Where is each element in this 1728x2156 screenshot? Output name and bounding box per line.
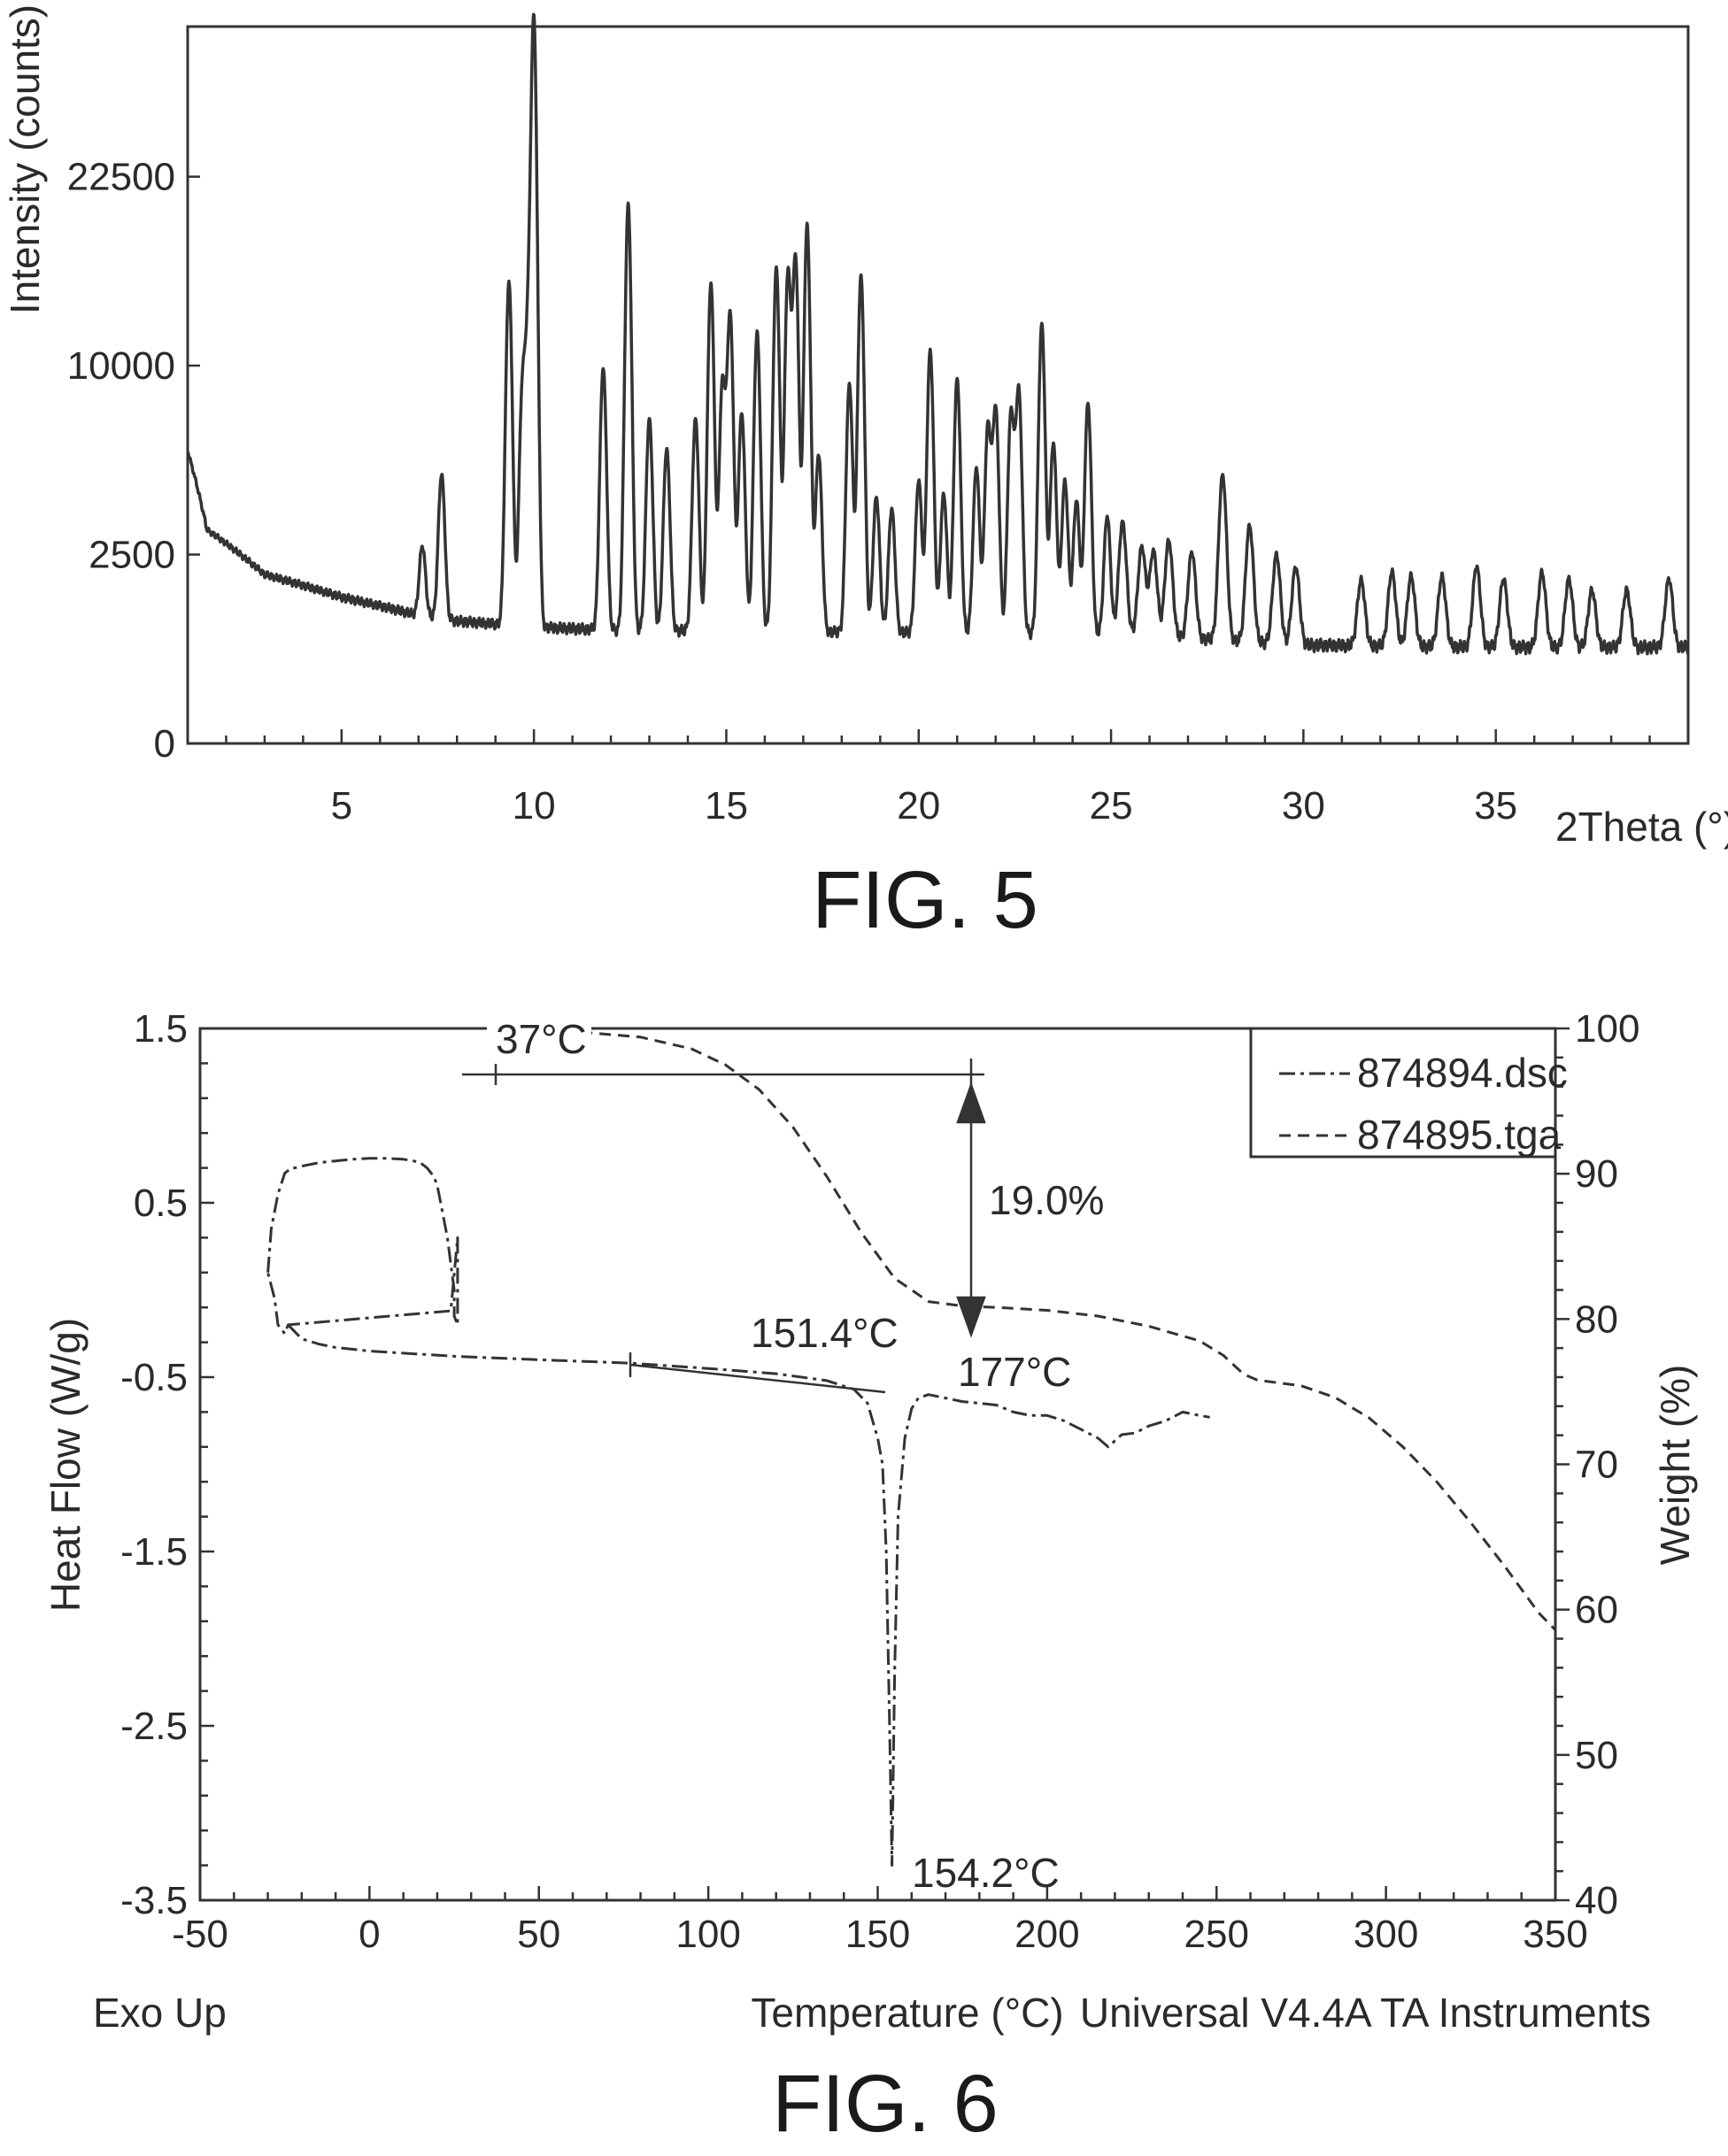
fig6-left-y-ticks: -3.5 -2.5 -1.5 -0.5 0.5 1.5 — [120, 1007, 214, 1922]
fig5-x-tick-label: 15 — [705, 784, 748, 828]
fig5-y-tick-label: 2500 — [89, 534, 175, 577]
fig6-chart: -50 0 50 100 150 200 250 300 350 -3.5 -2.5 -1.5 -0.… — [42, 1007, 1698, 2149]
fig6-x-tick-label: -50 — [172, 1913, 228, 1956]
fig5-chart: 5 10 15 20 25 30 35 0 2500 10000 22500 Intensity … — [2, 4, 1728, 945]
tga-series-line — [488, 1027, 1557, 1631]
annotation-weight-loss: 19.0% — [989, 1177, 1104, 1223]
legend-dsc-label: 874894.dsc — [1357, 1050, 1568, 1096]
fig5-x-ticks: 5 10 15 20 25 30 35 — [225, 729, 1651, 828]
fig6-left-y-tick-label: -0.5 — [120, 1356, 188, 1399]
fig6-x-ticks: -50 0 50 100 150 200 250 300 350 — [172, 1886, 1588, 1956]
fig5-x-tick-label: 10 — [513, 784, 556, 828]
fig5-x-tick-label: 25 — [1090, 784, 1133, 828]
fig6-right-y-tick-label: 60 — [1575, 1589, 1618, 1632]
fig5-plot-frame — [186, 25, 1690, 745]
fig6-ylabel-left: Heat Flow (W/g) — [42, 1318, 89, 1612]
fig6-right-y-tick-label: 100 — [1575, 1007, 1639, 1051]
fig6-right-y-tick-label: 90 — [1575, 1152, 1618, 1196]
fig5-y-tick-label: 0 — [154, 722, 175, 766]
fig6-left-y-tick-label: 0.5 — [134, 1182, 188, 1225]
dsc-series-line — [287, 1323, 1210, 1867]
fig6-instrument-note: Universal V4.4A TA Instruments — [1080, 1990, 1651, 2036]
fig5-xlabel: 2Theta (°) — [1555, 804, 1728, 850]
fig6-x-tick-label: 300 — [1354, 1913, 1418, 1956]
fig6-right-y-ticks: 40 50 60 70 80 90 100 — [1555, 1007, 1639, 1922]
fig5-figure-label: FIG. 5 — [812, 855, 1038, 945]
fig6-right-y-tick-label: 40 — [1575, 1879, 1618, 1922]
dsc-series-line — [266, 1157, 459, 1336]
fig5-x-tick-label: 35 — [1474, 784, 1517, 828]
fig5-x-tick-label: 30 — [1282, 784, 1325, 828]
fig6-left-y-tick-label: -1.5 — [120, 1530, 188, 1574]
fig6-x-tick-label: 50 — [517, 1913, 560, 1956]
fig6-x-tick-label: 150 — [845, 1913, 910, 1956]
fig6-x-tick-label: 250 — [1184, 1913, 1249, 1956]
fig6-left-y-tick-label: 1.5 — [134, 1007, 188, 1051]
fig5-series-line — [186, 12, 1690, 656]
fig6-right-y-tick-label: 80 — [1575, 1297, 1618, 1341]
fig6-exo-up: Exo Up — [93, 1990, 227, 2036]
fig5-y-ticks: 0 2500 10000 22500 — [67, 156, 200, 766]
fig5-y-tick-label: 10000 — [67, 344, 175, 388]
fig6-x-tick-label: 350 — [1523, 1913, 1587, 1956]
fig6-x-tick-label: 0 — [359, 1913, 380, 1956]
annotation-37c: 37°C — [496, 1016, 587, 1062]
fig5-x-tick-label: 20 — [897, 784, 940, 828]
fig6-left-y-tick-label: -3.5 — [120, 1879, 188, 1922]
fig6-right-y-tick-label: 50 — [1575, 1734, 1618, 1777]
fig6-xlabel: Temperature (°C) — [751, 1990, 1063, 2036]
fig6-figure-label: FIG. 6 — [772, 2059, 999, 2149]
annotation-onset: 151.4°C — [751, 1310, 899, 1356]
fig6-ylabel-right: Weight (%) — [1652, 1365, 1698, 1566]
fig6-x-tick-label: 200 — [1014, 1913, 1079, 1956]
annotation-peak: 154.2°C — [912, 1850, 1060, 1896]
fig6-x-tick-label: 100 — [675, 1913, 740, 1956]
annotation-177c: 177°C — [958, 1349, 1071, 1395]
fig6-series-group — [266, 1027, 1557, 1867]
fig6-right-y-tick-label: 70 — [1575, 1444, 1618, 1487]
annotation-37c-bg — [487, 1015, 591, 1058]
fig6-legend: 874894.dsc 874895.tga — [1249, 1027, 1568, 1159]
fig6-analysis-lines — [462, 1059, 986, 1394]
legend-tga-label: 874895.tga — [1357, 1112, 1562, 1158]
fig5-ylabel: Intensity (counts) — [2, 4, 48, 314]
fig6-left-y-tick-label: -2.5 — [120, 1705, 188, 1748]
fig5-x-tick-label: 5 — [331, 784, 352, 828]
fig5-y-tick-label: 22500 — [67, 156, 175, 199]
